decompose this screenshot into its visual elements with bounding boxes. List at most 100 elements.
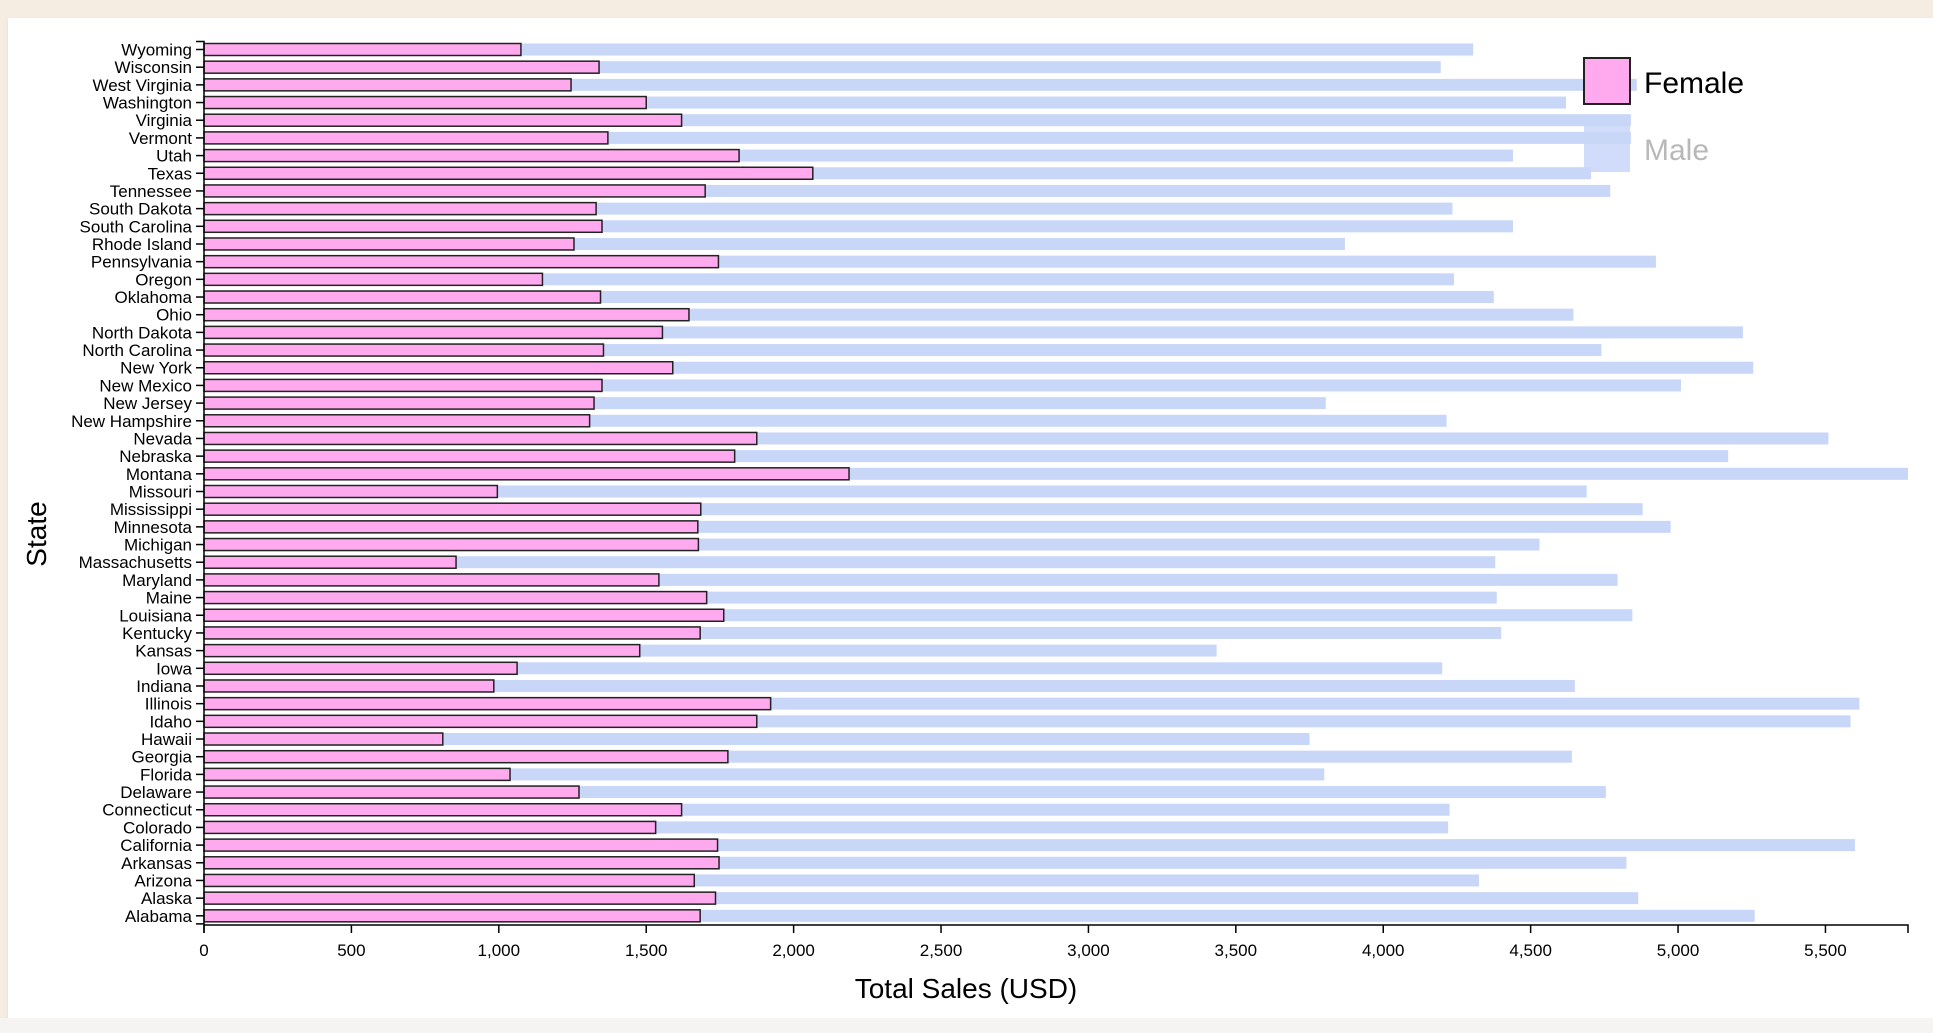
y-tick-label-south-carolina: South Carolina — [80, 217, 193, 236]
bar-female-virginia[interactable] — [203, 113, 683, 127]
y-tick-label-virginia: Virginia — [136, 111, 193, 130]
x-tick-label-5000: 5,000 — [1657, 941, 1700, 960]
legend: Female Male — [1583, 57, 1744, 172]
bar-male-missouri[interactable] — [204, 485, 1587, 498]
y-tick-label-illinois: Illinois — [145, 695, 192, 714]
legend-label-female[interactable]: Female — [1644, 67, 1744, 100]
bar-female-kentucky[interactable] — [203, 626, 701, 640]
y-tick-label-north-carolina: North Carolina — [82, 341, 192, 360]
bar-male-hawaii[interactable] — [204, 733, 1310, 746]
y-axis-line — [196, 40, 205, 925]
bar-female-hawaii[interactable] — [203, 732, 444, 746]
bar-female-texas[interactable] — [203, 166, 814, 181]
y-tick-label-louisiana: Louisiana — [119, 606, 192, 625]
y-tick-label-new-hampshire: New Hampshire — [71, 412, 192, 431]
x-tick-label-2500: 2,500 — [920, 941, 963, 960]
bar-female-north-carolina[interactable] — [203, 343, 605, 357]
chart-card: Wyoming Wisconsin West Virginia Washington V… — [8, 18, 1933, 1018]
x-tick-label-3500: 3,500 — [1215, 941, 1258, 960]
y-tick-label-colorado: Colorado — [123, 818, 192, 837]
bar-female-idaho[interactable] — [203, 714, 758, 729]
bar-female-maryland[interactable] — [203, 573, 660, 587]
y-tick-label-maryland: Maryland — [122, 571, 192, 590]
bar-female-arizona[interactable] — [203, 873, 696, 888]
y-tick-label-south-dakota: South Dakota — [89, 200, 193, 219]
y-tick-label-georgia: Georgia — [132, 748, 193, 767]
y-tick-label-connecticut: Connecticut — [102, 801, 192, 820]
bar-female-wisconsin[interactable] — [203, 60, 600, 74]
y-tick-label-california: California — [120, 836, 192, 855]
bar-female-tennessee[interactable] — [203, 184, 706, 198]
x-tick-label-5500: 5,500 — [1804, 941, 1847, 960]
bar-female-kansas[interactable] — [203, 643, 641, 658]
bar-female-connecticut[interactable] — [203, 802, 683, 817]
y-tick-label-wisconsin: Wisconsin — [115, 58, 192, 77]
bar-female-mississippi[interactable] — [203, 502, 702, 516]
bar-female-missouri[interactable] — [203, 484, 499, 499]
bar-female-new-mexico[interactable] — [203, 378, 603, 393]
y-tick-label-rhode-island: Rhode Island — [92, 235, 192, 254]
y-tick-label-arkansas: Arkansas — [121, 854, 192, 873]
x-axis: 0 500 1,000 1,500 2,000 2,500 3,000 3,500 4,000 4… — [199, 924, 1909, 960]
legend-label-male[interactable]: Male — [1644, 134, 1709, 167]
y-axis-label: State — [21, 501, 52, 566]
page-footer-strip — [0, 1018, 1933, 1033]
bar-female-louisiana[interactable] — [203, 608, 725, 623]
bar-female-california[interactable] — [203, 838, 719, 852]
y-tick-label-alaska: Alaska — [141, 889, 193, 908]
bar-female-south-dakota[interactable] — [203, 201, 597, 216]
legend-swatch-female[interactable] — [1583, 57, 1631, 105]
bar-female-washington[interactable] — [203, 95, 647, 110]
y-tick-label-washington: Washington — [103, 94, 192, 113]
x-tick-label-4000: 4,000 — [1362, 941, 1405, 960]
bar-female-west-virginia[interactable] — [203, 78, 572, 92]
y-tick-label-montana: Montana — [126, 465, 193, 484]
bar-female-alaska[interactable] — [203, 891, 717, 905]
bar-female-arkansas[interactable] — [203, 856, 720, 870]
y-tick-label-maine: Maine — [146, 589, 192, 608]
bar-female-oklahoma[interactable] — [203, 290, 602, 304]
y-tick-label-florida: Florida — [140, 765, 193, 784]
bar-female-wyoming[interactable] — [203, 42, 522, 57]
legend-swatch-male[interactable] — [1584, 126, 1630, 172]
bar-female-montana[interactable] — [203, 467, 850, 481]
y-tick-label-texas: Texas — [148, 164, 192, 183]
bar-female-new-jersey[interactable] — [203, 396, 595, 410]
y-tick-label-pennsylvania: Pennsylvania — [91, 253, 193, 272]
y-tick-label-ohio: Ohio — [156, 306, 192, 325]
bar-female-colorado[interactable] — [203, 820, 657, 835]
bar-female-georgia[interactable] — [203, 749, 729, 764]
y-tick-label-oklahoma: Oklahoma — [115, 288, 193, 307]
y-tick-label-kentucky: Kentucky — [122, 624, 192, 643]
bar-female-michigan[interactable] — [203, 537, 700, 552]
bar-female-iowa[interactable] — [203, 661, 518, 676]
bar-male-indiana[interactable] — [204, 679, 1575, 692]
bar-female-ohio[interactable] — [203, 307, 690, 322]
bar-female-massachusetts[interactable] — [203, 555, 457, 569]
y-tick-label-hawaii: Hawaii — [141, 730, 192, 749]
x-tick-label-3000: 3,000 — [1067, 941, 1110, 960]
bar-male-massachusetts[interactable] — [204, 556, 1496, 569]
bar-female-new-york[interactable] — [203, 360, 674, 375]
bar-female-maine[interactable] — [203, 590, 708, 605]
bar-female-pennsylvania[interactable] — [203, 254, 720, 269]
bar-female-utah[interactable] — [203, 148, 740, 163]
bar-female-oregon[interactable] — [203, 272, 544, 287]
bar-female-nebraska[interactable] — [203, 449, 736, 463]
bar-female-delaware[interactable] — [203, 785, 580, 799]
bar-female-north-dakota[interactable] — [203, 325, 664, 340]
bar-female-new-hampshire[interactable] — [203, 414, 591, 428]
bar-female-minnesota[interactable] — [203, 520, 699, 534]
bar-female-rhode-island[interactable] — [203, 237, 575, 251]
x-tick-label-1000: 1,000 — [478, 941, 521, 960]
x-tick-label-1500: 1,500 — [625, 941, 668, 960]
y-tick-label-vermont: Vermont — [129, 129, 193, 148]
bar-female-indiana[interactable] — [203, 679, 495, 693]
bar-female-nevada[interactable] — [203, 431, 758, 446]
bar-female-vermont[interactable] — [203, 131, 609, 145]
bar-female-south-carolina[interactable] — [203, 219, 603, 234]
bar-female-alabama[interactable] — [203, 909, 701, 923]
y-tick-label-tennessee: Tennessee — [110, 182, 192, 201]
bar-female-florida[interactable] — [203, 767, 511, 782]
bar-female-illinois[interactable] — [203, 696, 772, 711]
